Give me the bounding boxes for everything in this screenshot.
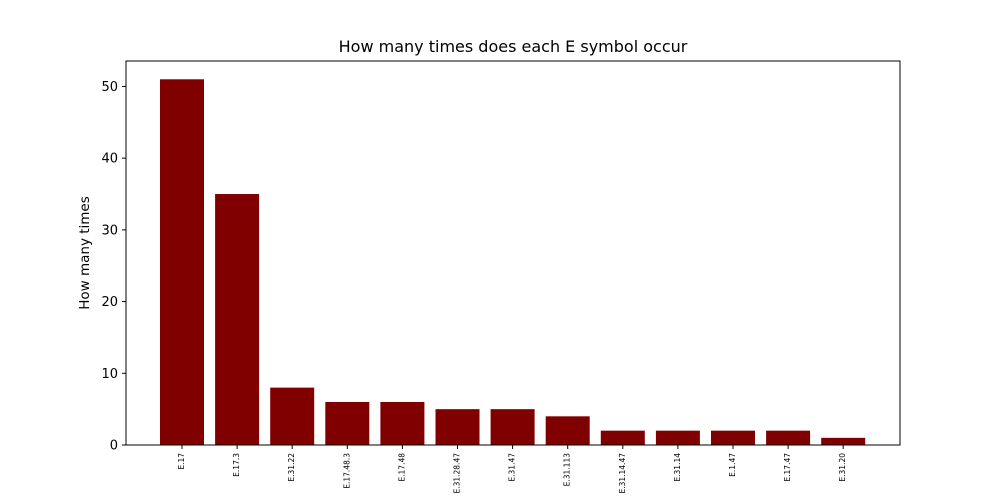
bar [490, 409, 535, 445]
y-tick-label: 20 [101, 295, 118, 310]
x-tick-label: E.31.14.47 [618, 453, 627, 494]
y-tick-label: 40 [101, 152, 118, 167]
x-tick-label: E.17.48 [397, 453, 406, 482]
bar [435, 409, 480, 445]
bar [711, 430, 755, 445]
x-tick-label: E.31.14 [673, 453, 682, 482]
y-tick-label: 10 [101, 367, 118, 382]
bar [215, 194, 260, 445]
x-tick-label: E.31.113 [563, 453, 572, 487]
x-tick-label: E.17.3 [232, 453, 241, 477]
x-tick-label: E.17.47 [783, 453, 792, 482]
bar [766, 430, 811, 445]
plot-frame [125, 60, 901, 446]
bar [655, 430, 700, 445]
bar [380, 401, 425, 445]
bar [270, 387, 315, 445]
x-tick-label: E.31.47 [508, 453, 517, 482]
bars-group [160, 79, 866, 445]
x-tick-label: E.31.20 [838, 453, 847, 482]
bar [545, 416, 590, 445]
x-tick-label: E.31.28.47 [453, 453, 462, 494]
x-tick-label: E.17.48.3 [342, 453, 351, 489]
x-axis: E.17 E.17.3 E.31.22 E.17.48.3 E.17.48 E.31.28… [177, 445, 847, 494]
bar [160, 79, 204, 445]
y-tick-label: 50 [101, 80, 118, 95]
bar [325, 401, 370, 445]
y-axis-label: How many times [77, 196, 93, 310]
y-axis: 0 10 20 30 40 50 [101, 80, 126, 454]
chart-title: How many times does each E symbol occur [339, 37, 688, 56]
x-tick-label: E.17 [177, 453, 186, 470]
y-tick-label: 0 [110, 439, 118, 454]
y-tick-label: 30 [101, 223, 118, 238]
bar [600, 430, 645, 445]
x-tick-label: E.1.47 [728, 453, 737, 477]
x-tick-label: E.31.22 [287, 453, 296, 482]
bar [821, 437, 866, 445]
